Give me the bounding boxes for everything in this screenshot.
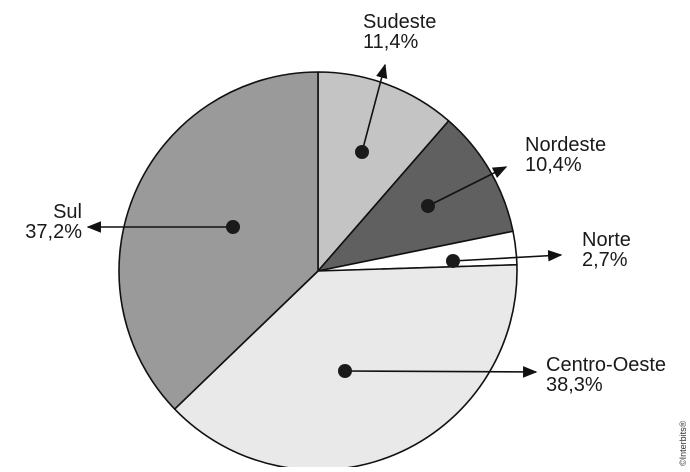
marker-dot-nordeste [421, 199, 435, 213]
slice-value-sul: 37,2% [25, 221, 82, 243]
credit-text: ©Interbits® [678, 420, 688, 466]
slice-value-sudeste: 11,4% [363, 31, 418, 53]
slice-label-sudeste: Sudeste [363, 11, 436, 33]
marker-dot-sudeste [355, 145, 369, 159]
slice-label-nordeste: Nordeste [525, 134, 606, 156]
pointer-arrow-norte [452, 249, 563, 262]
slice-label-centro-oeste: Centro-Oeste [546, 354, 666, 376]
pie-slice-sul [118, 71, 319, 410]
pie-slices [118, 71, 518, 471]
pointer-arrow-nordeste [427, 166, 508, 207]
marker-dot-norte [446, 254, 460, 268]
slice-value-centro-oeste: 38,3% [546, 374, 603, 396]
slice-value-nordeste: 10,4% [525, 154, 582, 176]
pointer-arrow-centro-oeste [344, 366, 538, 378]
marker-dot-sul [226, 220, 240, 234]
pie-slice-sudeste [317, 71, 450, 272]
marker-dot-centro-oeste [338, 364, 352, 378]
pie-slice-nordeste [317, 120, 514, 272]
slice-label-sul: Sul [53, 201, 82, 223]
slice-label-norte: Norte [582, 229, 631, 251]
pointer-arrow-sudeste [361, 63, 388, 153]
slice-value-norte: 2,7% [582, 249, 628, 271]
